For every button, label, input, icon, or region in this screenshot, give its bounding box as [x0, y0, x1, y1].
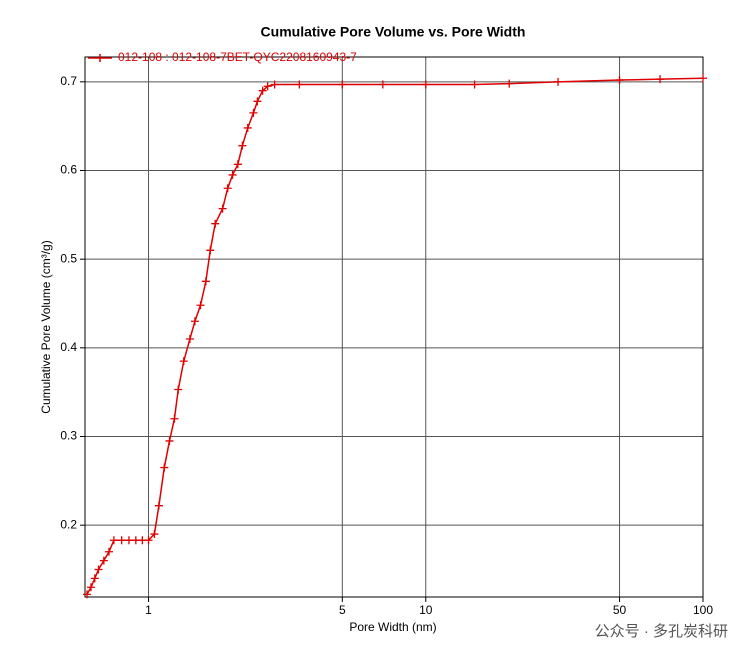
legend-label: 012-108 : 012-108-7BET-QYC2208160943-7	[118, 50, 357, 64]
data-marker	[174, 385, 183, 394]
data-marker	[170, 414, 179, 423]
data-marker	[185, 334, 194, 343]
data-marker	[165, 436, 174, 445]
data-marker	[378, 80, 387, 89]
data-marker	[104, 547, 113, 556]
data-marker	[206, 246, 215, 255]
legend-symbol	[88, 54, 112, 62]
watermark: 公众号 · 多孔炭科研	[595, 623, 728, 640]
data-marker	[338, 80, 347, 89]
data-marker	[201, 277, 210, 286]
y-tick-label: 0.5	[60, 251, 77, 265]
data-marker	[238, 141, 247, 150]
data-marker	[211, 219, 220, 228]
x-tick-label: 10	[419, 603, 433, 617]
data-marker	[263, 82, 272, 91]
data-marker	[421, 80, 430, 89]
y-tick-label: 0.6	[60, 163, 77, 177]
data-marker	[470, 80, 479, 89]
y-tick-label: 0.2	[60, 517, 77, 531]
data-marker	[295, 80, 304, 89]
data-marker	[190, 317, 199, 326]
data-marker	[656, 75, 665, 84]
x-tick-label: 50	[613, 603, 627, 617]
data-marker	[270, 80, 279, 89]
data-marker	[615, 76, 624, 85]
data-marker	[218, 204, 227, 213]
data-marker	[144, 536, 153, 545]
plot-frame	[84, 56, 704, 598]
data-marker	[699, 74, 707, 83]
x-tick-label: 1	[145, 603, 152, 617]
data-marker	[154, 501, 163, 510]
data-marker	[83, 590, 92, 599]
data-marker	[86, 583, 95, 592]
data-marker	[99, 556, 108, 565]
data-marker	[117, 536, 126, 545]
y-tick-label: 0.3	[60, 429, 77, 443]
data-marker	[150, 530, 159, 539]
data-marker	[249, 108, 258, 117]
data-marker	[160, 463, 169, 472]
y-tick-label: 0.7	[60, 74, 77, 88]
data-line	[86, 77, 704, 595]
data-marker	[179, 357, 188, 366]
data-marker	[90, 574, 99, 583]
data-marker	[505, 79, 514, 88]
data-marker	[124, 536, 133, 545]
x-tick-label: 100	[693, 603, 713, 617]
data-marker	[253, 97, 262, 106]
data-marker	[109, 536, 118, 545]
data-marker	[243, 123, 252, 132]
chart-title: Cumulative Pore Volume vs. Pore Width	[261, 24, 526, 40]
data-marker	[196, 301, 205, 310]
data-marker	[94, 565, 103, 574]
x-axis-label: Pore Width (nm)	[349, 620, 436, 634]
y-axis-label: Cumulative Pore Volume (cm³/g)	[39, 240, 53, 413]
data-marker	[228, 170, 237, 179]
data-marker	[554, 77, 563, 86]
data-marker	[233, 160, 242, 169]
x-tick-label: 5	[339, 603, 346, 617]
y-tick-label: 0.4	[60, 340, 77, 354]
data-marker	[223, 184, 232, 193]
data-marker	[258, 86, 267, 95]
